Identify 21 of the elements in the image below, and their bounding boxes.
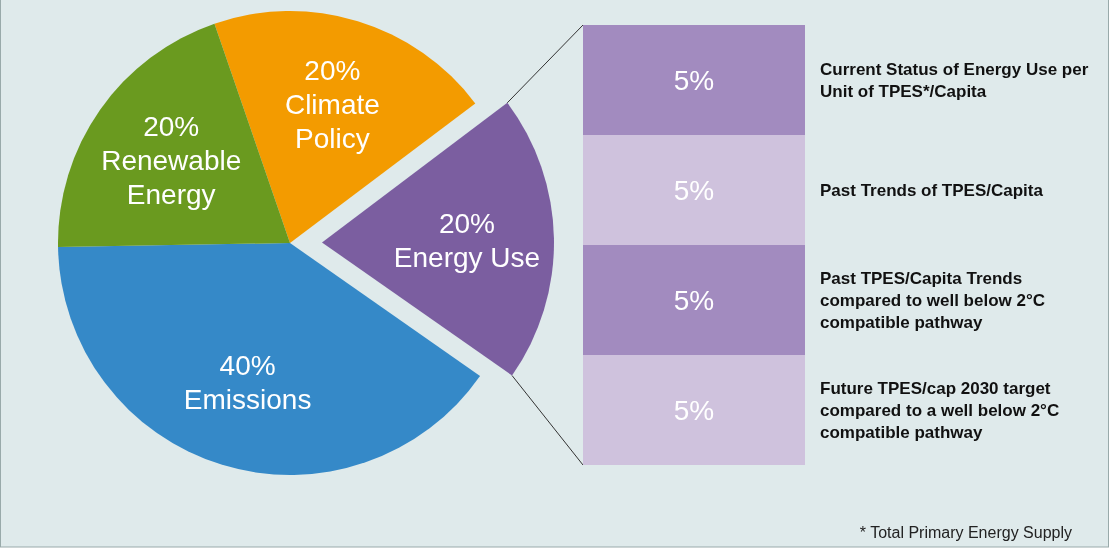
series-label: Past TPES/Capita Trends compared to well below 2°C compatible pathway [820,268,1046,332]
data-label: 5% [673,64,715,96]
slice-label: Energy Use [393,241,541,273]
text: * Total Primary Energy Supply [859,524,1072,541]
data-label: 5% [673,174,715,206]
data-label: 20% [438,207,495,239]
bar [583,25,805,135]
slice-label: Renewable Energy [101,144,242,210]
data-label: 5% [673,284,715,316]
data-label: 5% [673,394,715,426]
data-label: 40% [219,349,276,381]
bar [583,135,805,245]
data-label: 20% [304,54,361,86]
slice-label: Emissions [183,383,312,415]
bar [583,245,805,355]
data-label: 20% [143,110,200,142]
slice-label: Climate Policy [284,88,380,154]
series-label: Current Status of Energy Use per Unit of TPES*/Capita [820,59,1089,101]
series-label: Future TPES/cap 2030 target compared to a well below 2°C compatible pathway [820,378,1060,442]
bar [583,355,805,465]
series-label: Past Trends of TPES/Capita [820,180,1044,200]
